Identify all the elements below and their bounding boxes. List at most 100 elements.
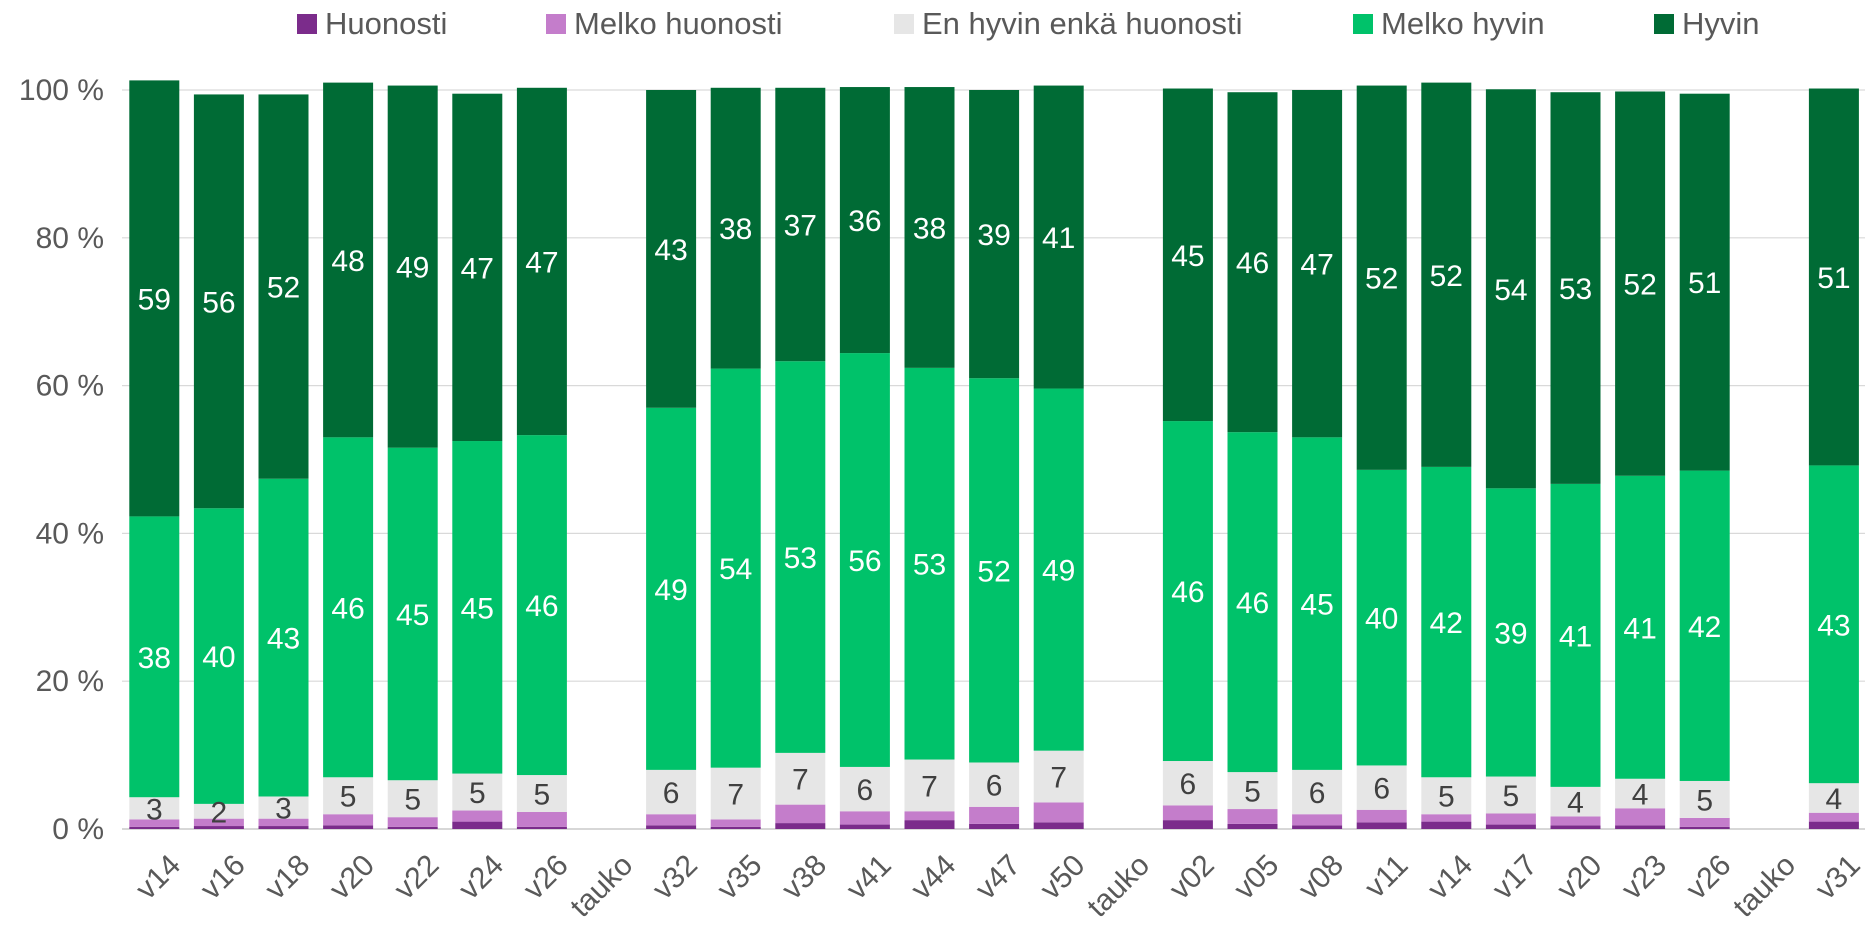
bar-segment-melko-hyvin bbox=[258, 478, 309, 797]
bar-segment-huonosti bbox=[1033, 822, 1084, 829]
data-label: 37 bbox=[784, 209, 817, 242]
bar-segment-hyvin bbox=[1292, 90, 1343, 438]
bar-segment-melko-huonosti bbox=[646, 814, 697, 826]
bar-segment-hyvin bbox=[775, 87, 826, 362]
bar-segment-hyvin bbox=[1615, 91, 1666, 476]
bar-segment-huonosti bbox=[775, 823, 826, 829]
data-label: 54 bbox=[1494, 274, 1527, 307]
bar-segment-huonosti bbox=[516, 826, 567, 829]
bar-segment-huonosti bbox=[1679, 826, 1730, 829]
data-label: 38 bbox=[138, 642, 171, 675]
bar-segment-en-hyvin-enkä-huonosti bbox=[1485, 776, 1536, 814]
legend-swatch-melko-hyvin bbox=[1353, 14, 1373, 34]
bar-segment-en-hyvin-enkä-huonosti bbox=[1033, 750, 1084, 803]
bar-segment-melko-hyvin bbox=[193, 508, 244, 804]
bar-segment-huonosti bbox=[1292, 825, 1343, 829]
bar-segment-huonosti bbox=[710, 826, 761, 829]
data-label: 46 bbox=[1171, 576, 1204, 609]
x-tick-label: v22 bbox=[388, 849, 446, 907]
bar-segment-melko-huonosti bbox=[1227, 809, 1278, 824]
data-label: 53 bbox=[1559, 273, 1592, 306]
y-tick-label: 60 % bbox=[36, 370, 104, 403]
bar-segment-melko-huonosti bbox=[839, 811, 890, 825]
bar-segment-melko-hyvin bbox=[1421, 466, 1472, 778]
bar-segment-hyvin bbox=[452, 93, 503, 442]
legend-label: En hyvin enkä huonosti bbox=[922, 6, 1243, 41]
data-label: 6 bbox=[857, 774, 874, 807]
x-tick-label: v05 bbox=[1228, 849, 1286, 907]
x-tick-label: v14 bbox=[130, 849, 188, 907]
bar-stack-v11 bbox=[1356, 85, 1407, 829]
bar-segment-hyvin bbox=[387, 85, 438, 448]
data-label: 43 bbox=[267, 623, 300, 656]
data-label: 6 bbox=[1309, 777, 1326, 810]
x-tick-label: v08 bbox=[1292, 849, 1350, 907]
bar-segment-hyvin bbox=[1033, 85, 1084, 389]
bar-segment-melko-huonosti bbox=[710, 819, 761, 827]
legend-label: Melko huonosti bbox=[574, 6, 783, 41]
bar-segment-en-hyvin-enkä-huonosti bbox=[1356, 765, 1407, 810]
y-axis: 0 % 20 % 40 % 60 % 80 % 100 % bbox=[19, 74, 104, 846]
bar-segment-huonosti bbox=[193, 826, 244, 829]
data-label: 3 bbox=[146, 793, 163, 826]
data-label: 4 bbox=[1826, 783, 1843, 816]
data-label: 4 bbox=[1567, 787, 1584, 820]
data-label: 47 bbox=[525, 246, 558, 279]
bar-segment-en-hyvin-enkä-huonosti bbox=[387, 780, 438, 818]
bar-stack-v02 bbox=[1162, 88, 1213, 829]
chart-legend: Huonosti Melko huonosti En hyvin enkä hu… bbox=[0, 0, 1865, 50]
bar-segment-melko-hyvin bbox=[1615, 475, 1666, 779]
data-label: 52 bbox=[977, 555, 1010, 588]
data-label: 46 bbox=[331, 592, 364, 625]
bar-segment-melko-hyvin bbox=[1679, 470, 1730, 781]
legend-item-huonosti: Huonosti bbox=[297, 6, 447, 42]
x-tick-label: v11 bbox=[1359, 849, 1415, 905]
bar-segment-melko-huonosti bbox=[1421, 814, 1472, 822]
bar-segment-melko-huonosti bbox=[1292, 814, 1343, 826]
x-tick-label: v41 bbox=[840, 849, 898, 907]
data-label: 54 bbox=[719, 553, 752, 586]
legend-swatch-melko-huonosti bbox=[546, 14, 566, 34]
legend-item-melko-hyvin: Melko hyvin bbox=[1353, 6, 1545, 42]
bar-stack-v14 bbox=[1421, 82, 1472, 829]
legend-item-en-hyvin-enka-huonosti: En hyvin enkä huonosti bbox=[894, 6, 1243, 42]
y-tick-label: 0 % bbox=[52, 813, 104, 846]
bar-stack-v23 bbox=[1615, 91, 1666, 829]
bar-stack-v20 bbox=[323, 82, 374, 829]
bar-segment-melko-huonosti bbox=[258, 818, 309, 827]
bar-segment-huonosti bbox=[1227, 823, 1278, 829]
bar-segment-huonosti bbox=[646, 825, 697, 829]
bar-segment-en-hyvin-enkä-huonosti bbox=[1679, 780, 1730, 818]
bar-segment-en-hyvin-enkä-huonosti bbox=[1808, 783, 1859, 813]
data-label: 59 bbox=[138, 283, 171, 316]
data-label: 5 bbox=[1696, 784, 1713, 817]
x-tick-label: v16 bbox=[194, 849, 252, 907]
x-tick-label: v38 bbox=[776, 849, 834, 907]
bar-segment-melko-huonosti bbox=[452, 810, 503, 822]
data-label: 49 bbox=[654, 574, 687, 607]
data-label: 41 bbox=[1623, 612, 1656, 645]
bar-segment-melko-hyvin bbox=[1162, 421, 1213, 762]
data-label: 41 bbox=[1559, 620, 1592, 653]
bar-segment-melko-hyvin bbox=[646, 407, 697, 770]
bar-segment-huonosti bbox=[323, 825, 374, 829]
data-label: 52 bbox=[1623, 269, 1656, 302]
bar-segment-melko-hyvin bbox=[1033, 388, 1084, 751]
bar-segment-huonosti bbox=[1808, 821, 1859, 829]
bar-segment-melko-huonosti bbox=[387, 817, 438, 827]
data-label: 43 bbox=[1817, 609, 1850, 642]
bar-segment-melko-hyvin bbox=[710, 368, 761, 768]
legend-label: Huonosti bbox=[325, 6, 448, 41]
data-label: 7 bbox=[921, 770, 938, 803]
data-label: 52 bbox=[267, 272, 300, 305]
bar-segment-melko-huonosti bbox=[1550, 816, 1601, 826]
data-label: 48 bbox=[331, 245, 364, 278]
bar-segment-hyvin bbox=[193, 94, 244, 509]
bar-segment-en-hyvin-enkä-huonosti bbox=[193, 803, 244, 819]
bar-segment-huonosti bbox=[1421, 821, 1472, 829]
bar-segment-melko-hyvin bbox=[1356, 469, 1407, 766]
bars bbox=[129, 80, 1859, 829]
legend-item-melko-huonosti: Melko huonosti bbox=[546, 6, 783, 42]
bar-segment-huonosti bbox=[839, 824, 890, 829]
legend-label: Hyvin bbox=[1682, 6, 1760, 41]
